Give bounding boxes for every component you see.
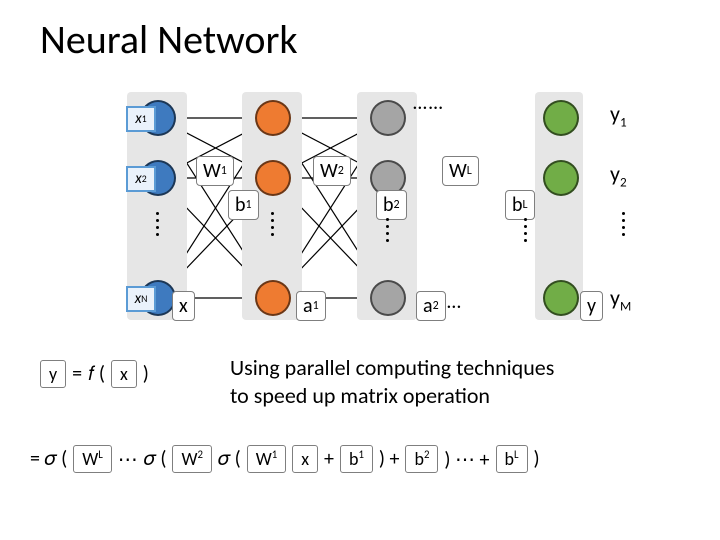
bias-label-0: b1 [228,190,259,220]
eq1-x: x [111,360,137,388]
vector-label-1: a1 [296,291,326,321]
eq2-box-4: W2 [172,445,212,473]
eq2-text-5: 𝜎 ( [218,447,241,471]
equation-y-fx: y = 𝑓 ( x ) [40,360,149,388]
node-col3-row1 [543,160,579,196]
eq1-eq: = [72,362,82,386]
weight-label-0: W1 [196,156,234,186]
eq2-box-6: W1 [247,445,287,473]
eq2-box-7: x [292,445,318,473]
vector-label-0: x [172,291,195,321]
node-col1-row2 [255,280,291,316]
eq2-text-12: ) ⋯ + [444,447,489,472]
vdots-0 [156,210,159,238]
eq2-text-10: ) + [379,447,400,471]
node-col2-row2 [370,280,406,316]
node-col3-row2 [543,280,579,316]
node-col2-row0 [370,100,406,136]
input-x1: x1 [126,106,156,132]
weight-label-2: WL [442,156,479,186]
input-xN: xN [126,286,156,312]
vector-label-2: a2 [416,291,446,321]
bias-label-1: b2 [376,190,407,220]
eq2-box-9: b1 [340,445,373,473]
equation-expanded: = 𝜎 (WL⋯𝜎 (W2𝜎 (W1x+b1) +b2) ⋯ +bL) [30,445,540,473]
output-y2: y2 [610,160,627,190]
input-x2: x2 [126,166,156,192]
vdots-3 [524,216,527,244]
eq2-box-11: b2 [405,445,438,473]
eq2-text-14: ) [534,447,540,471]
weight-label-1: W2 [313,156,351,186]
eq1-fn: 𝑓 ( [88,362,105,386]
vdots-1 [271,210,274,238]
output-y1: y1 [610,100,627,130]
vdots-2 [386,216,389,244]
note-line1: Using parallel computing techniques [230,354,554,381]
vector-label-3: y [580,291,603,321]
nn-diagram: x1x2xN W1W2WL b1b2bL xa1a2y y1y2yM ……… U… [0,0,720,540]
hdots-0: …… [413,94,445,112]
note-line2: to speed up matrix operation [230,382,490,409]
node-col3-row0 [543,100,579,136]
eq2-text-0: = 𝜎 ( [30,447,67,471]
eq1-close: ) [143,362,149,386]
eq2-text-8: + [324,447,334,471]
node-col1-row1 [255,160,291,196]
eq2-text-3: 𝜎 ( [144,447,167,471]
hdots-1: … [447,293,463,311]
eq2-box-13: bL [496,445,528,473]
bias-label-2: bL [505,190,535,220]
output-yM: yM [610,284,631,314]
eq2-text-2: ⋯ [118,447,138,472]
note-text: Using parallel computing techniques to s… [230,354,554,409]
eq1-y: y [40,360,66,388]
eq2-box-1: WL [73,445,112,473]
vdots-4 [622,210,625,238]
node-col1-row0 [255,100,291,136]
